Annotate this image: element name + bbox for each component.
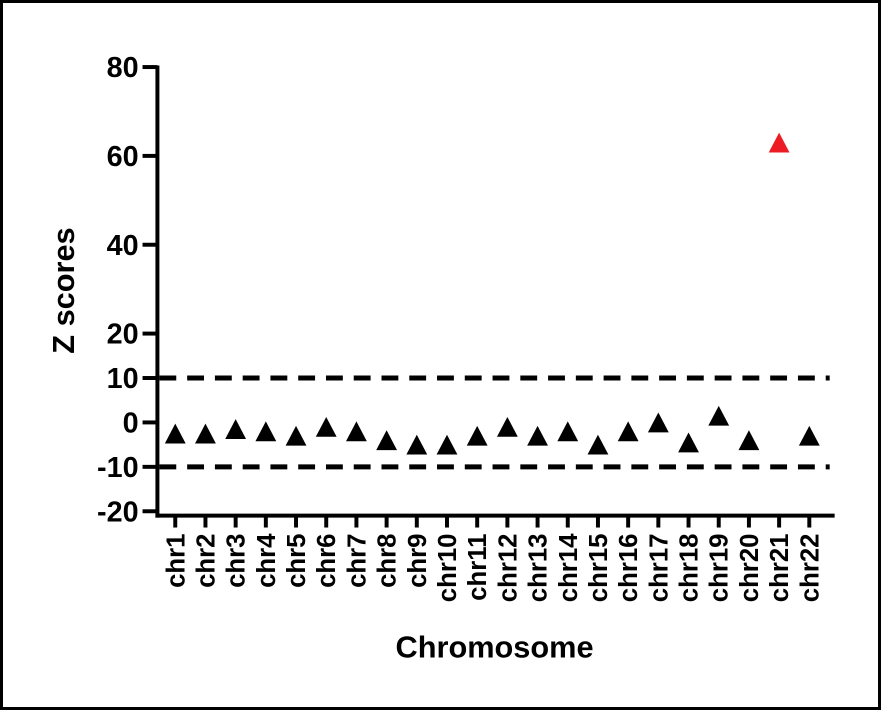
data-point-chr22 [798,425,820,446]
x-category-label-chr14: chr14 [555,533,583,602]
x-axis-title: Chromosome [396,629,594,664]
y-tick-label-20: 20 [107,319,139,351]
data-point-chr3 [225,419,247,440]
x-category-label-chr8: chr8 [374,533,402,587]
x-category-label-chr1: chr1 [162,533,190,587]
y-tick-label-60: 60 [107,141,139,173]
y-tick-label--20: -20 [97,496,139,528]
data-point-chr21 [768,132,790,153]
x-category-label-chr12: chr12 [494,533,522,602]
y-tick-label-80: 80 [107,52,139,84]
x-category-label-chr10: chr10 [434,533,462,602]
x-category-label-chr13: chr13 [525,533,553,602]
x-category-label-chr18: chr18 [676,533,704,602]
y-tick-label-40: 40 [107,230,139,262]
x-category-label-chr6: chr6 [313,533,341,587]
x-category-label-chr4: chr4 [253,533,281,588]
data-point-chr17 [647,412,669,433]
y-axis-title: Z scores [46,227,81,353]
data-point-chr12 [496,416,518,437]
x-category-label-chr16: chr16 [615,533,643,602]
data-point-chr18 [678,432,699,453]
y-tick-label--10: -10 [97,452,139,484]
data-point-chr4 [255,421,277,442]
x-category-label-chr3: chr3 [223,533,251,587]
data-point-chr11 [466,425,488,446]
data-point-chr15 [587,434,609,455]
data-point-chr9 [406,434,428,455]
data-point-chr14 [557,421,579,442]
data-point-chr6 [315,416,337,437]
data-point-chr2 [195,423,216,444]
data-point-chr5 [285,425,307,446]
data-point-chr16 [617,421,639,442]
x-category-label-chr5: chr5 [283,533,311,587]
data-point-chr20 [738,430,760,451]
x-category-label-chr22: chr22 [796,533,824,602]
data-point-chr19 [708,405,730,426]
x-category-label-chr9: chr9 [404,533,432,587]
y-tick-label-10: 10 [107,363,139,395]
x-category-label-chr21: chr21 [766,533,794,602]
data-point-chr1 [164,423,186,444]
x-category-label-chr7: chr7 [343,533,371,587]
data-point-chr8 [376,430,398,451]
x-category-label-chr19: chr19 [706,533,734,602]
data-point-chr13 [527,425,548,446]
x-category-label-chr17: chr17 [645,533,673,602]
data-point-chr7 [346,421,367,442]
x-category-label-chr2: chr2 [192,533,220,587]
data-point-chr10 [436,434,458,455]
y-tick-label-0: 0 [123,407,139,439]
x-category-label-chr11: chr11 [464,533,492,600]
x-category-label-chr15: chr15 [585,533,613,602]
x-category-label-chr20: chr20 [736,533,764,602]
